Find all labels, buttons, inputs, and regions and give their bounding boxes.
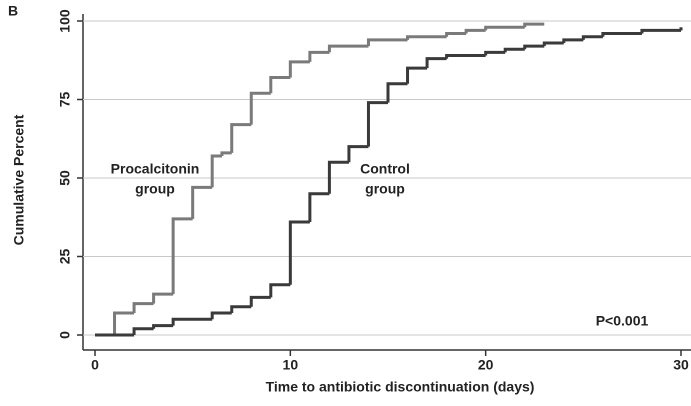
step-segment [542, 41, 564, 47]
step-segment [132, 302, 154, 314]
x-tick-label: 0 [91, 357, 99, 373]
step-segment [152, 292, 174, 304]
step-segment [523, 22, 545, 28]
step-segment [366, 38, 408, 47]
series [95, 22, 545, 337]
step-segment [327, 160, 349, 194]
step-segment [562, 38, 584, 43]
panel-label: B [8, 3, 18, 19]
step-segment [640, 28, 681, 34]
step-segment [308, 50, 330, 62]
y-tick-label: 25 [57, 249, 73, 265]
y-tick-label: 50 [57, 170, 73, 186]
step-segment [347, 145, 369, 163]
annotation: P<0.001 [596, 313, 649, 329]
step-segment [269, 76, 291, 94]
step-segment [445, 54, 486, 59]
step-segment [366, 101, 388, 147]
step-segment [249, 295, 271, 307]
step-segment [308, 192, 330, 222]
series-label: Control [360, 161, 410, 177]
step-segment [406, 66, 428, 84]
step-segment [425, 57, 447, 69]
x-tick-label: 20 [478, 357, 494, 373]
step-segment [445, 32, 467, 37]
step-segment [523, 44, 545, 50]
x-tick-label: 10 [283, 357, 299, 373]
series-label: Procalcitonin [111, 161, 200, 177]
step-segment [503, 47, 525, 53]
step-segment [113, 311, 135, 335]
step-segment [210, 311, 232, 320]
step-segment [386, 82, 408, 103]
step-segment [269, 283, 291, 298]
step-segment [171, 217, 193, 295]
step-segment [464, 28, 486, 34]
y-axis-label: Cumulative Percent [11, 114, 27, 245]
step-segment [288, 220, 310, 285]
step-segment [230, 123, 252, 153]
series [95, 27, 683, 337]
step-segment [327, 44, 369, 53]
y-tick-label: 0 [57, 331, 73, 339]
step-segment [132, 327, 154, 335]
series-label: group [365, 181, 405, 197]
series-label: group [135, 181, 175, 197]
step-segment [288, 60, 310, 78]
y-tick-label: 100 [57, 9, 73, 33]
y-tick-label: 75 [57, 92, 73, 108]
step-segment [484, 50, 506, 56]
step-segment [152, 324, 174, 329]
step-segment [230, 305, 252, 314]
step-segment [581, 35, 603, 40]
step-segment [210, 154, 222, 188]
step-segment [171, 317, 213, 326]
step-segment [249, 91, 271, 125]
step-segment [601, 32, 642, 37]
step-segment [220, 151, 232, 157]
step-segment [191, 185, 213, 219]
x-tick-label: 30 [673, 357, 689, 373]
x-axis-label: Time to antibiotic discontinuation (days… [266, 379, 535, 395]
step-segment [406, 35, 447, 40]
step-segment [484, 25, 525, 31]
